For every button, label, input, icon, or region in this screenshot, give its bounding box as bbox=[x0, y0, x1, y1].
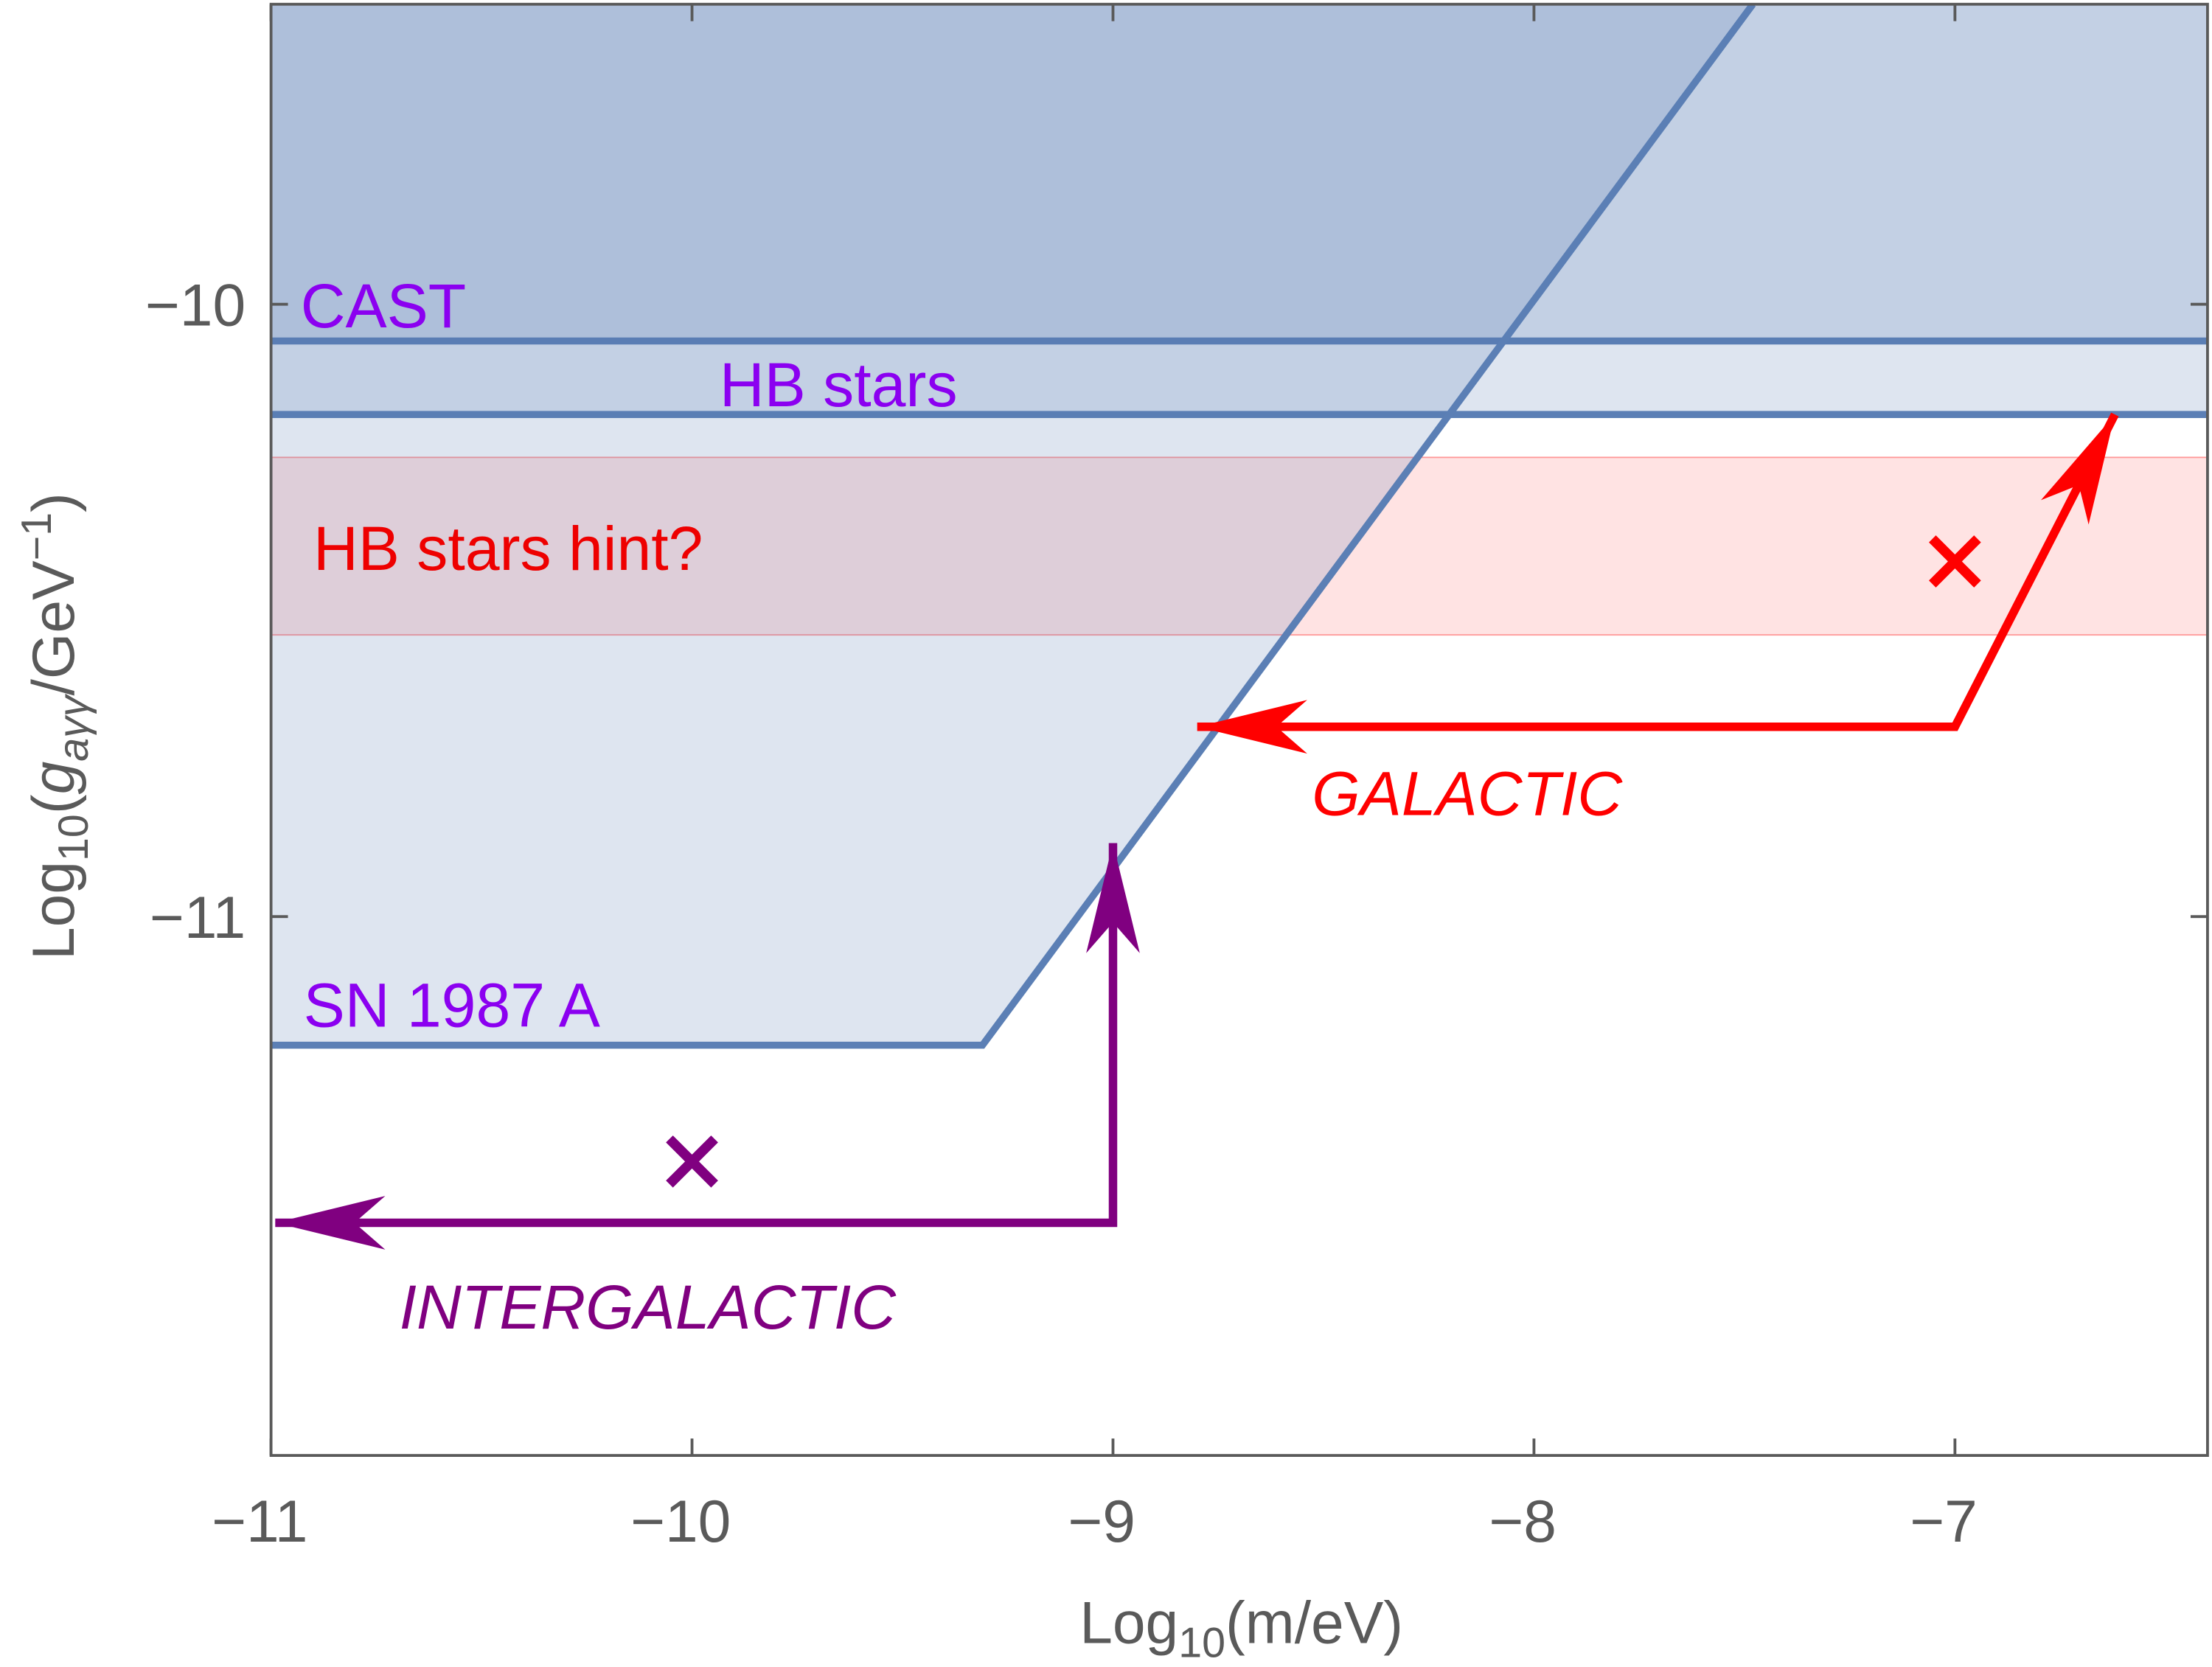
x-tick-label: −7 bbox=[1910, 1489, 1978, 1555]
arrow-head bbox=[2040, 414, 2115, 525]
axis-label-part: 10 bbox=[1178, 1620, 1225, 1667]
annotation: SN 1987 A bbox=[304, 971, 600, 1040]
x-tick-label: −8 bbox=[1489, 1489, 1557, 1555]
annotation: GALACTIC bbox=[1312, 759, 1623, 829]
exclusion-region bbox=[271, 4, 2208, 1045]
x-marker bbox=[666, 1135, 718, 1188]
annotation: INTERGALACTIC bbox=[400, 1273, 897, 1342]
x-tick-label: −11 bbox=[212, 1489, 307, 1555]
plot-frame bbox=[269, 2, 2209, 1457]
x-tick-label: −10 bbox=[630, 1489, 731, 1555]
arrow bbox=[275, 843, 1118, 1228]
axis-label-part: ( bbox=[21, 794, 87, 814]
axis-label-part: Log bbox=[21, 861, 87, 960]
axis-label-part: aγγ bbox=[50, 693, 97, 762]
exclusion-boundary bbox=[271, 4, 1756, 1049]
x-axis-label: Log10(m/eV) bbox=[1079, 1590, 1403, 1666]
axis-label-part: 10 bbox=[50, 814, 97, 861]
y-tick-label: −10 bbox=[145, 272, 246, 338]
x-marker bbox=[1929, 535, 1981, 588]
exclusion-region bbox=[271, 4, 2208, 341]
axis-label-part: Log bbox=[1079, 1590, 1178, 1656]
axis-label-part: −1 bbox=[13, 512, 60, 560]
y-axis-label: Log10(gaγγ/GeV−1) bbox=[13, 493, 97, 960]
axis-label-part: /GeV bbox=[21, 560, 87, 695]
hint-band bbox=[271, 456, 2208, 636]
arrow-head bbox=[1197, 700, 1307, 754]
exclusion-region bbox=[271, 4, 2208, 415]
arrow-head bbox=[1086, 843, 1140, 953]
annotation: CAST bbox=[301, 271, 466, 341]
x-marker-stroke bbox=[1929, 535, 1981, 588]
arrow bbox=[1197, 412, 2119, 731]
axis-label-part: g bbox=[21, 762, 87, 795]
plot-area bbox=[271, 4, 2208, 1049]
x-marker-stroke bbox=[666, 1135, 718, 1188]
x-tick-label: −9 bbox=[1068, 1489, 1135, 1555]
axis-label-part: ) bbox=[21, 493, 87, 512]
annotation: HB stars hint? bbox=[313, 514, 703, 583]
arrow-head bbox=[275, 1196, 386, 1250]
annotation: HB stars bbox=[720, 350, 958, 420]
y-tick-label: −11 bbox=[150, 885, 246, 951]
axis-label-part: (m/eV) bbox=[1225, 1590, 1403, 1656]
